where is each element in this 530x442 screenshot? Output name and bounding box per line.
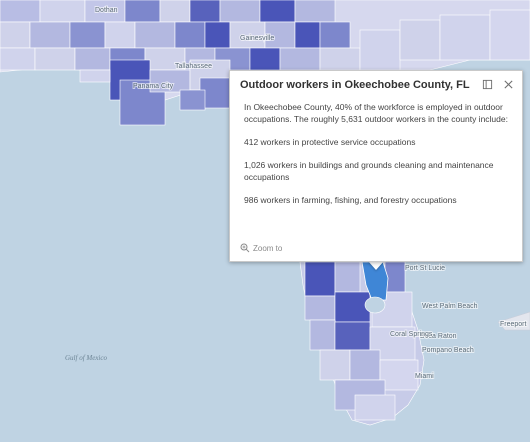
- map-label-coral-springs: Coral Springs: [390, 331, 433, 338]
- map-label-miami: Miami: [415, 373, 434, 380]
- info-popup: Outdoor workers in Okeechobee County, FL…: [229, 70, 523, 262]
- close-icon[interactable]: [503, 79, 514, 90]
- popup-title: Outdoor workers in Okeechobee County, FL: [240, 79, 470, 91]
- land-bahamas: [497, 311, 530, 331]
- map-label-port-st-lucie: Port St Lucie: [405, 265, 445, 272]
- lake-okeechobee: [364, 296, 386, 314]
- map-label-dothan: Dothan: [95, 7, 118, 14]
- zoom-to-button[interactable]: Zoom to: [240, 243, 282, 253]
- counties-panhandle: [79, 59, 231, 126]
- map-label-west-palm-beach: West Palm Beach: [422, 303, 478, 310]
- popup-pointer: [368, 261, 384, 270]
- zoom-in-icon: [240, 243, 250, 253]
- map-label-panama-city: Panama City: [133, 83, 174, 90]
- popup-item-grounds: 1,026 workers in buildings and grounds c…: [244, 160, 494, 182]
- popup-actions: [482, 79, 514, 90]
- dock-icon[interactable]: [482, 79, 493, 90]
- map-label-gulf-of-mexico: Gulf of Mexico: [65, 354, 107, 362]
- counties-peninsula: [304, 261, 419, 421]
- map-label-gainesville: Gainesville: [240, 35, 274, 42]
- popup-item-farming: 986 workers in farming, fishing, and for…: [244, 195, 457, 205]
- map-label-tallahassee: Tallahassee: [175, 63, 212, 70]
- popup-body: In Okeechobee County, 40% of the workfor…: [244, 101, 514, 217]
- popup-intro: In Okeechobee County, 40% of the workfor…: [244, 102, 508, 124]
- map-label-pompano-beach: Pompano Beach: [422, 347, 474, 354]
- map-label-boca-raton: Boca Raton: [420, 333, 457, 340]
- map-label-freeport: Freeport: [500, 321, 527, 328]
- zoom-to-label: Zoom to: [253, 243, 283, 253]
- popup-item-protective: 412 workers in protective service occupa…: [244, 137, 416, 147]
